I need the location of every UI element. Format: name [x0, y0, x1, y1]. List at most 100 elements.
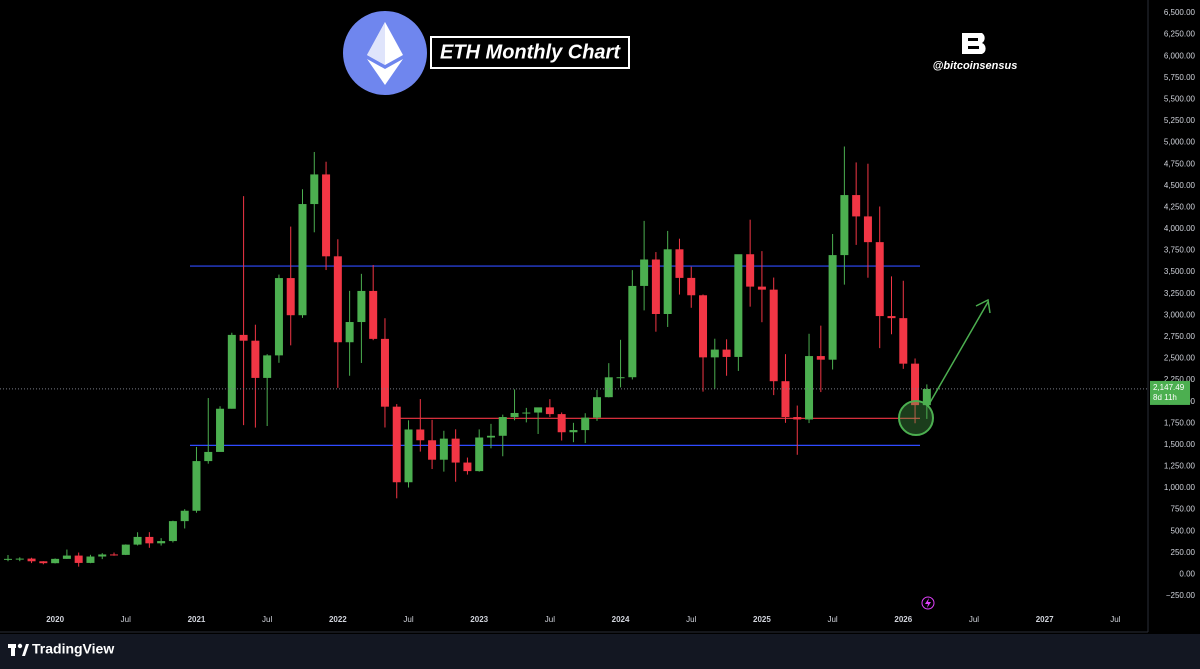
- candle-body: [239, 334, 248, 341]
- candle-body: [333, 256, 342, 343]
- y-tick-label: 250.00: [1171, 548, 1196, 557]
- candle-body: [828, 255, 837, 360]
- candle-body: [380, 338, 389, 407]
- arrow-head: [975, 298, 991, 314]
- y-tick-label: 2,500.00: [1164, 354, 1196, 363]
- y-tick-label: 1,000.00: [1164, 483, 1196, 492]
- candle-body: [710, 349, 719, 358]
- y-tick-label: 4,250.00: [1164, 202, 1196, 211]
- y-tick-label: −250.00: [1166, 591, 1196, 600]
- x-tick-label: 2026: [894, 615, 912, 624]
- candle-body: [486, 435, 495, 438]
- candle-body: [746, 254, 755, 287]
- x-tick-label: 2020: [46, 615, 64, 624]
- candle-body: [439, 438, 448, 460]
- candle-body: [145, 536, 154, 544]
- candle-body: [227, 334, 236, 409]
- x-tick-label: 2027: [1036, 615, 1054, 624]
- y-tick-label: 750.00: [1171, 505, 1196, 514]
- candle-body: [86, 556, 95, 563]
- y-tick-label: 1,750.00: [1164, 418, 1196, 427]
- y-tick-label: 0.00: [1179, 570, 1195, 579]
- candle-body: [687, 277, 696, 296]
- candle-body: [699, 295, 708, 358]
- candle-body: [416, 429, 425, 441]
- plot: 2020 Jul 2021 Jul 2022 Jul 2023 Jul 2024 Jul 2025 J…: [0, 146, 1148, 624]
- y-tick-label: 1,500.00: [1164, 440, 1196, 449]
- candle-body: [581, 417, 590, 431]
- candle-body: [451, 438, 460, 463]
- candle-body: [604, 377, 613, 398]
- candle-body: [428, 440, 437, 460]
- y-tick-label: 5,250.00: [1164, 116, 1196, 125]
- x-tick-label: Jul: [262, 615, 272, 624]
- platform: TradingView: [32, 641, 114, 657]
- candle-body: [345, 322, 354, 343]
- candle-body: [180, 510, 189, 522]
- brand-logo: [962, 33, 986, 54]
- candle-body: [534, 407, 543, 413]
- candle-body: [557, 414, 566, 433]
- candle-body: [628, 285, 637, 378]
- logo-part: [17, 643, 23, 649]
- last-price-box: [1150, 380, 1190, 405]
- candle-body: [793, 417, 802, 420]
- candle-body: [274, 278, 283, 356]
- candle-body: [899, 318, 908, 364]
- eth-logo: [343, 11, 427, 95]
- candle-body: [616, 377, 625, 379]
- highlight-circle: [898, 400, 934, 436]
- candle-body: [298, 204, 307, 316]
- candle-body: [27, 558, 36, 562]
- candle-body: [192, 461, 201, 511]
- price-axis: −250.00 0.00 250.00 500.00 750.00 1,000.00 1,2…: [1164, 8, 1196, 600]
- candle-body: [651, 259, 660, 315]
- countdown: 8d 11h: [1153, 393, 1177, 402]
- candle-body: [404, 429, 413, 483]
- candle-body: [863, 216, 872, 243]
- x-tick-label: Jul: [969, 615, 979, 624]
- candle-body: [640, 259, 649, 286]
- candle-body: [204, 451, 213, 462]
- y-tick-label: 500.00: [1171, 526, 1196, 535]
- candle-body: [168, 521, 177, 542]
- eth-diamond-bottom: [367, 59, 403, 85]
- candle-body: [286, 278, 295, 316]
- candle-body: [722, 349, 731, 357]
- candle-body: [781, 381, 790, 418]
- candle-body: [545, 407, 554, 415]
- candle-body: [4, 558, 12, 560]
- candle-body: [840, 195, 849, 256]
- candle-body: [522, 412, 531, 414]
- candle-body: [922, 388, 931, 406]
- y-tick-label: 6,500.00: [1164, 8, 1196, 17]
- candle-body: [51, 558, 60, 564]
- candle-body: [498, 417, 507, 436]
- event-bolt: [925, 598, 931, 608]
- x-tick-label: Jul: [686, 615, 696, 624]
- y-tick-label: 3,000.00: [1164, 310, 1196, 319]
- y-tick-label: 2,750.00: [1164, 332, 1196, 341]
- candle-body: [15, 558, 24, 560]
- candle-body: [805, 356, 814, 420]
- x-tick-label: Jul: [1110, 615, 1120, 624]
- candle-body: [816, 356, 825, 360]
- candle-body: [675, 249, 684, 278]
- candle-body: [121, 544, 130, 555]
- watermark: @bitcoinsensus: [933, 60, 1018, 72]
- x-tick-label: 2021: [188, 615, 206, 624]
- logo-part: [22, 644, 29, 656]
- candle-body: [757, 286, 766, 290]
- x-tick-label: Jul: [545, 615, 555, 624]
- candle-body: [475, 437, 484, 472]
- y-tick-label: 3,250.00: [1164, 289, 1196, 298]
- tv-logo: [8, 643, 29, 656]
- candle-body: [663, 249, 672, 315]
- footer: [0, 634, 1200, 669]
- y-tick-label: 5,000.00: [1164, 138, 1196, 147]
- candle-body: [369, 290, 378, 339]
- arrow-shaft: [927, 301, 989, 407]
